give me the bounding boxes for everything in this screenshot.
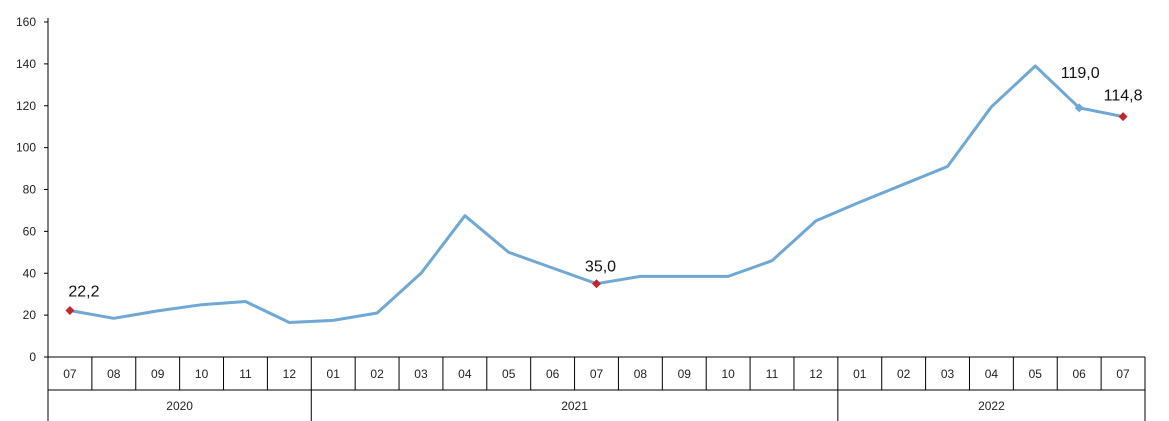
x-tick-label-month: 01 bbox=[853, 367, 867, 381]
x-tick-label-month: 12 bbox=[809, 367, 823, 381]
x-axis: 07 08 09 10 11 12 01 02 03 04 05 06 07 08 09 10 11 12 01 02… bbox=[47, 356, 1146, 421]
x-tick-label-month: 05 bbox=[502, 367, 516, 381]
x-tick-label-month: 02 bbox=[897, 367, 911, 381]
y-tick-label: 0 bbox=[29, 350, 36, 364]
x-tick-label-month: 09 bbox=[151, 367, 165, 381]
x-tick-label-month: 01 bbox=[327, 367, 341, 381]
x-tick-label-month: 04 bbox=[985, 367, 999, 381]
x-tick-label-month: 03 bbox=[414, 367, 428, 381]
x-tick-label-month: 07 bbox=[1116, 367, 1130, 381]
data-point-marker bbox=[1074, 103, 1084, 113]
x-tick-label-year: 2022 bbox=[978, 399, 1005, 413]
x-tick-label-year: 2020 bbox=[166, 399, 193, 413]
x-tick-label-month: 02 bbox=[370, 367, 384, 381]
x-tick-label-month: 06 bbox=[546, 367, 560, 381]
y-tick-label: 80 bbox=[23, 183, 37, 197]
y-tick-label: 120 bbox=[16, 99, 36, 113]
data-label: 22,2 bbox=[68, 284, 99, 301]
x-tick-label-month: 12 bbox=[283, 367, 297, 381]
x-tick-label-month: 07 bbox=[63, 367, 77, 381]
x-tick-label-month: 03 bbox=[941, 367, 955, 381]
data-markers bbox=[65, 103, 1128, 316]
x-tick-label-month: 10 bbox=[721, 367, 735, 381]
data-point-marker bbox=[1118, 112, 1128, 122]
data-label: 114,8 bbox=[1104, 88, 1143, 105]
y-axis: 0 20 40 60 80 100 120 140 160 bbox=[16, 15, 49, 364]
y-tick-label: 160 bbox=[16, 15, 36, 29]
x-tick-label-month: 08 bbox=[634, 367, 648, 381]
data-point-marker bbox=[65, 306, 75, 316]
y-tick-label: 100 bbox=[16, 141, 36, 155]
x-tick-label-month: 08 bbox=[107, 367, 121, 381]
x-tick-label-month: 07 bbox=[590, 367, 604, 381]
y-tick-label: 40 bbox=[23, 266, 37, 280]
x-tick-label-month: 04 bbox=[458, 367, 472, 381]
x-tick-label-month: 06 bbox=[1073, 367, 1087, 381]
x-tick-label-month: 11 bbox=[239, 367, 252, 381]
x-tick-label-year: 2021 bbox=[561, 399, 588, 413]
y-tick-label: 140 bbox=[16, 57, 36, 71]
data-label: 35,0 bbox=[585, 259, 616, 276]
x-tick-label-month: 11 bbox=[766, 367, 779, 381]
data-point-marker bbox=[592, 279, 601, 289]
y-tick-label: 20 bbox=[23, 308, 37, 322]
data-label: 119,0 bbox=[1061, 65, 1100, 82]
x-tick-label-month: 10 bbox=[195, 367, 209, 381]
x-tick-label-month: 05 bbox=[1029, 367, 1043, 381]
y-tick-label: 60 bbox=[23, 224, 37, 238]
x-tick-label-month: 09 bbox=[678, 367, 692, 381]
